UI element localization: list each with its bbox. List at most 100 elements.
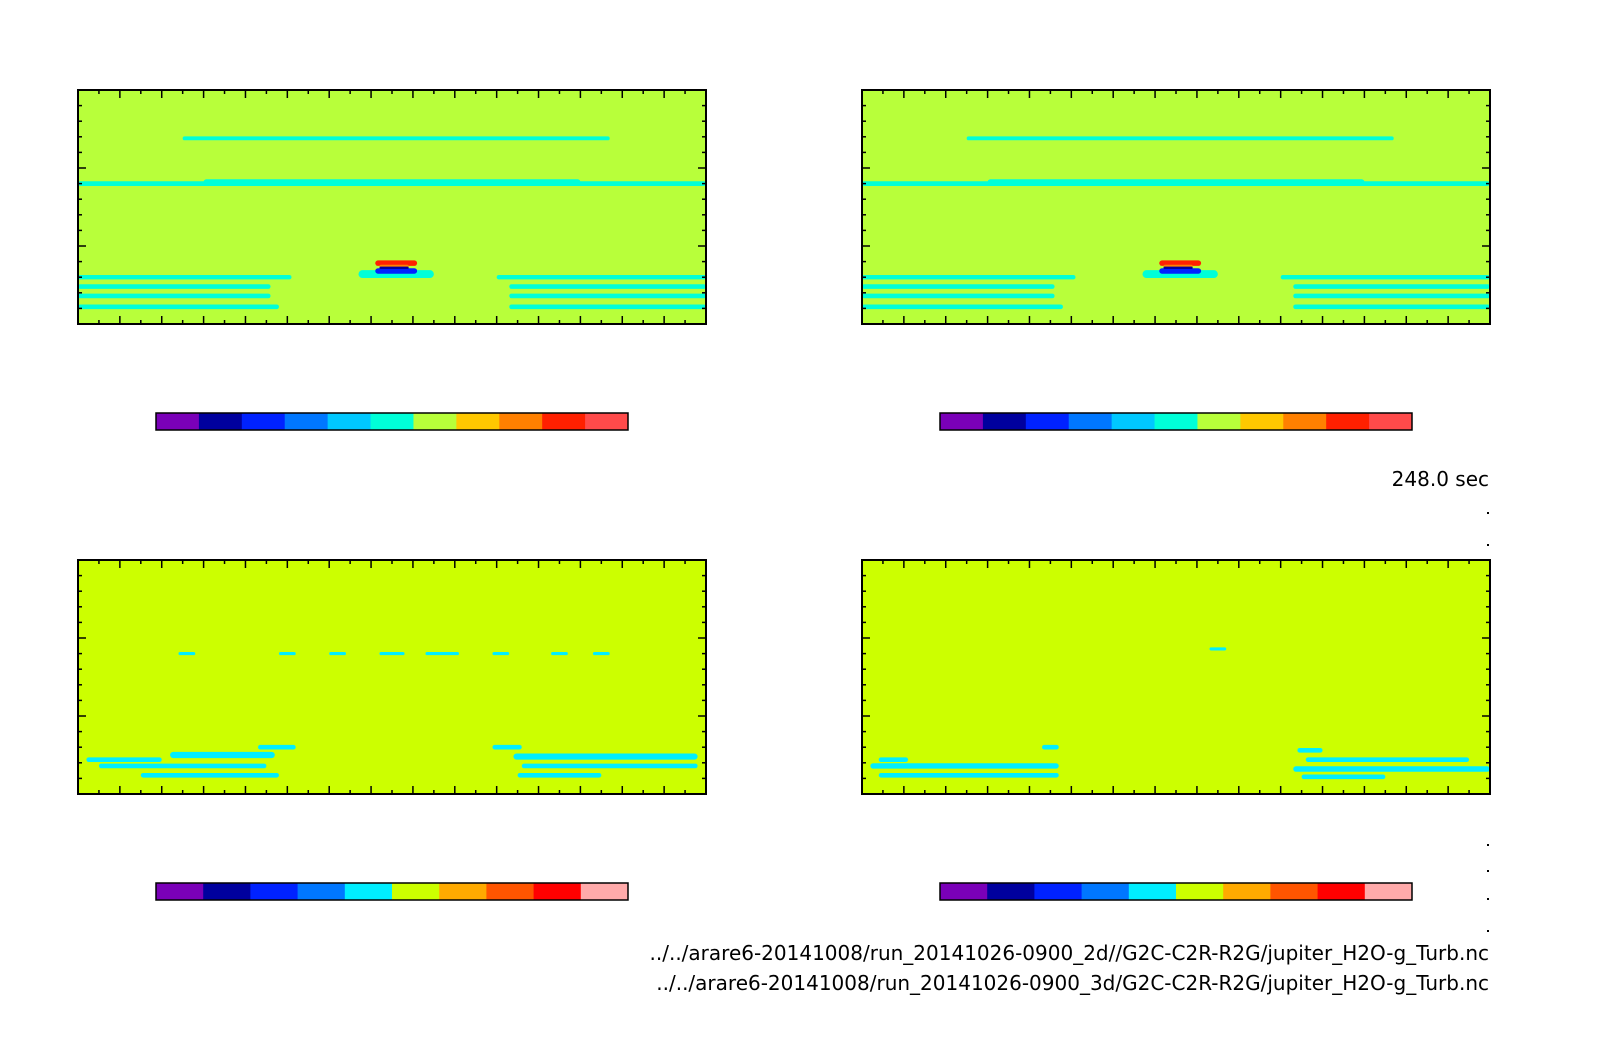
colorbar-swatch bbox=[1128, 883, 1177, 900]
colorbar-swatch bbox=[1176, 883, 1224, 900]
contour-band-6 bbox=[862, 293, 1055, 299]
colorbar-swatch bbox=[456, 413, 500, 430]
contour-band-1 bbox=[178, 652, 196, 656]
colorbar-swatch bbox=[156, 413, 200, 430]
contour-band-3 bbox=[987, 179, 1365, 185]
colorbar-swatch bbox=[533, 883, 582, 900]
colorbar-frame bbox=[155, 882, 629, 901]
contour-band-4 bbox=[870, 763, 1059, 769]
colorbar-swatch bbox=[413, 413, 457, 430]
colorbar-swatch bbox=[486, 883, 535, 900]
edge-dots bbox=[1487, 512, 1489, 932]
contour-band-7 bbox=[551, 652, 568, 656]
chart-panel-1 bbox=[77, 89, 707, 431]
colorbar-swatch bbox=[203, 883, 251, 900]
contour-band-13 bbox=[375, 260, 418, 266]
colorbar-swatch bbox=[1283, 413, 1327, 430]
colorbar-swatch bbox=[156, 883, 204, 900]
contour-band-15 bbox=[1159, 268, 1202, 274]
file-path-1: ../../arare6-20141008/run_20141026-0900_… bbox=[650, 941, 1489, 965]
colorbar-swatch bbox=[940, 883, 988, 900]
colorbar-swatch bbox=[392, 883, 440, 900]
chart-panel-3 bbox=[77, 559, 707, 901]
colorbar-swatch bbox=[1154, 413, 1198, 430]
contour-band-13 bbox=[140, 772, 279, 778]
colorbar-swatch bbox=[198, 413, 243, 430]
contour-band-5 bbox=[878, 772, 1059, 778]
contour-band-9 bbox=[1293, 284, 1490, 289]
contour-band-1 bbox=[966, 136, 1394, 141]
contour-band-10 bbox=[86, 757, 162, 763]
contour-band-9 bbox=[1301, 774, 1386, 780]
contour-band-4 bbox=[78, 275, 292, 280]
colorbar-swatch bbox=[1369, 413, 1413, 430]
chart-panel-2 bbox=[861, 89, 1491, 431]
colorbar-swatch bbox=[250, 883, 299, 900]
colorbar-swatch bbox=[1025, 413, 1070, 430]
colorbar-frame bbox=[939, 882, 1413, 901]
colorbar-swatch bbox=[1068, 413, 1113, 430]
contour-band-8 bbox=[1280, 275, 1490, 280]
contour-band-4 bbox=[862, 275, 1076, 280]
colorbar-swatch bbox=[1081, 883, 1130, 900]
colorbar-frame bbox=[155, 412, 629, 431]
colorbar-swatch bbox=[1317, 883, 1366, 900]
colorbar-swatch bbox=[580, 883, 629, 900]
contour-band-6 bbox=[78, 293, 271, 299]
colorbar-swatch bbox=[1364, 883, 1413, 900]
contour-band-3 bbox=[329, 652, 346, 656]
contour-band-16 bbox=[521, 763, 698, 769]
colorbar-swatch bbox=[297, 883, 346, 900]
colorbar-swatch bbox=[1270, 883, 1319, 900]
contour-band-2 bbox=[1042, 744, 1059, 750]
contour-band-15 bbox=[513, 753, 698, 760]
file-path-2: ../../arare6-20141008/run_20141026-0900_… bbox=[656, 971, 1489, 995]
contour-band-4 bbox=[379, 652, 405, 656]
contour-band-1 bbox=[1209, 647, 1227, 651]
colorbar-swatch bbox=[370, 413, 414, 430]
contour-band-7 bbox=[1305, 757, 1470, 763]
contour-band-11 bbox=[509, 304, 706, 310]
contour-band-14 bbox=[492, 744, 522, 750]
chart-panel-4 bbox=[861, 559, 1491, 901]
colorbar-frame bbox=[939, 412, 1413, 431]
contour-band-16 bbox=[379, 266, 409, 270]
contour-band-8 bbox=[496, 275, 706, 280]
contour-band-8 bbox=[1293, 766, 1490, 772]
contour-band-17 bbox=[517, 772, 602, 778]
colorbar-swatch bbox=[987, 883, 1035, 900]
contour-band-15 bbox=[375, 268, 418, 274]
contour-band-5 bbox=[78, 284, 271, 289]
contour-band-12 bbox=[98, 763, 267, 769]
colorbar-swatch bbox=[241, 413, 286, 430]
contour-band-7 bbox=[862, 304, 1063, 310]
colorbar-swatch bbox=[982, 413, 1027, 430]
colorbar-swatch bbox=[940, 413, 984, 430]
contour-band-10 bbox=[509, 293, 706, 299]
contour-band-11 bbox=[1293, 304, 1490, 310]
colorbar-swatch bbox=[1240, 413, 1284, 430]
colorbar-swatch bbox=[284, 413, 329, 430]
colorbar-swatch bbox=[499, 413, 543, 430]
colorbar-swatch bbox=[542, 413, 586, 430]
colorbar-swatch bbox=[327, 413, 372, 430]
contour-band-8 bbox=[592, 652, 610, 656]
contour-band-1 bbox=[182, 136, 610, 141]
panels bbox=[77, 89, 1491, 901]
contour-band-5 bbox=[862, 284, 1055, 289]
colorbar-swatch bbox=[344, 883, 393, 900]
contour-band-10 bbox=[1293, 293, 1490, 299]
colorbar-swatch bbox=[585, 413, 629, 430]
colorbar-swatch bbox=[1111, 413, 1156, 430]
contour-band-11 bbox=[170, 751, 275, 759]
contour-band-3 bbox=[203, 179, 581, 185]
colorbar-swatch bbox=[439, 883, 487, 900]
colorbar-swatch bbox=[1034, 883, 1083, 900]
plot-background bbox=[862, 560, 1490, 794]
colorbar-swatch bbox=[1197, 413, 1241, 430]
colorbar-swatch bbox=[1326, 413, 1370, 430]
contour-band-16 bbox=[1163, 266, 1193, 270]
time-label: 248.0 sec bbox=[1392, 467, 1489, 491]
contour-band-2 bbox=[278, 652, 296, 656]
